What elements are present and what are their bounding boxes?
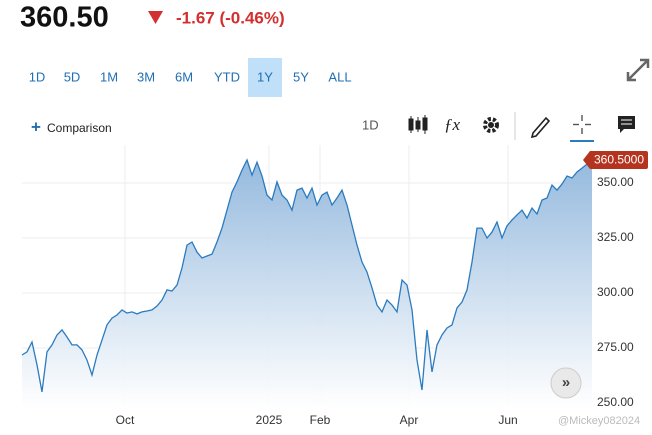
y-tick-label: 325.00 [597,230,634,244]
x-tick-label: Apr [400,413,419,427]
draw-icon[interactable] [530,116,551,139]
notes-icon[interactable] [618,116,635,133]
x-tick-label: 2025 [256,413,283,427]
plot: 250.00 275.00 300.00 325.00 350.00 Oct 2025 Feb… [21,145,648,427]
price-line [21,158,593,393]
crosshair-icon[interactable] [570,115,594,142]
range-bar: 1D 5D 1M 3M 6M YTD 1Y 5Y ALL [29,58,352,97]
candle-icon[interactable] [408,115,428,134]
indicator-icon[interactable]: ƒx [444,115,461,134]
range-button[interactable]: 1M [100,69,118,84]
interval-button[interactable]: 1D [362,117,379,132]
range-button[interactable]: 6M [175,69,193,84]
range-button[interactable]: 5Y [293,69,309,84]
down-arrow [148,11,163,24]
settings-icon[interactable] [483,117,499,133]
last-price-tag [583,150,648,169]
x-tick-label: Jun [498,413,517,427]
scroll-button[interactable]: » [550,367,582,399]
plus-icon[interactable]: + [31,117,41,136]
range-button[interactable]: YTD [214,69,240,84]
range-button[interactable]: 1Y [257,69,273,84]
last-price-label: 360.5000 [594,153,644,167]
x-tick-label: Feb [310,413,331,427]
comparison-button[interactable]: Comparison [47,121,112,135]
range-selected-bg [248,58,282,97]
watermark: @Mickey082024 [558,415,640,427]
area [22,160,592,408]
price-change: -1.67 (-0.46%) [176,8,285,27]
range-button[interactable]: 3M [137,69,155,84]
x-tick-label: Oct [116,413,135,427]
y-tick-label: 250.00 [597,395,634,409]
y-tick-label: 300.00 [597,285,634,299]
y-tick-label: 350.00 [597,175,634,189]
range-button[interactable]: 1D [29,69,46,84]
range-button[interactable]: 5D [64,69,81,84]
price: 360.50 [20,2,109,34]
svg-text:»: » [562,374,570,391]
y-tick-label: 275.00 [597,340,634,354]
expand-icon[interactable] [626,58,650,82]
range-button[interactable]: ALL [328,69,351,84]
